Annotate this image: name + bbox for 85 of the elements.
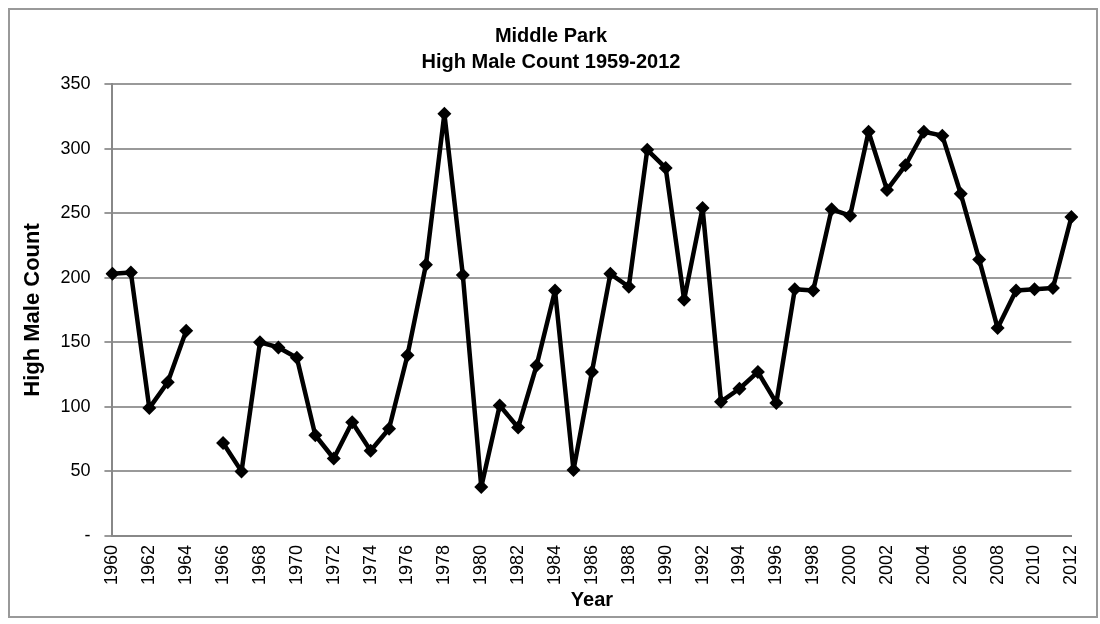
point — [345, 415, 360, 430]
point — [400, 348, 415, 363]
point — [418, 257, 433, 272]
point — [972, 252, 987, 267]
x-tick-label: 1974 — [359, 544, 380, 585]
point — [437, 106, 452, 121]
x-tick-label: 1960 — [101, 544, 122, 585]
x-tick-label: 1982 — [507, 544, 528, 585]
point — [105, 266, 120, 281]
chart-subtitle: High Male Count 1959-2012 — [421, 49, 681, 72]
x-tick-label: 1998 — [802, 544, 823, 585]
x-tick-label: 1986 — [580, 544, 601, 585]
x-tick-label: 2010 — [1023, 544, 1044, 585]
y-tick-label: 50 — [70, 460, 91, 481]
point — [806, 283, 821, 298]
point — [714, 394, 729, 409]
x-tick-label: 1990 — [654, 544, 675, 585]
point — [566, 463, 581, 478]
y-tick-label: 100 — [60, 395, 91, 416]
point — [990, 321, 1005, 336]
point — [898, 158, 913, 173]
x-tick-label: 1966 — [212, 544, 233, 585]
point — [308, 428, 323, 443]
point — [511, 420, 526, 435]
x-tick-label: 1992 — [691, 544, 712, 585]
point — [123, 265, 138, 280]
x-tick-label: 1972 — [322, 544, 343, 585]
x-tick-label: 1996 — [765, 544, 786, 585]
chart-title: Middle Park — [494, 23, 608, 46]
point — [584, 364, 599, 379]
point — [916, 124, 931, 139]
point — [179, 323, 194, 338]
point — [879, 182, 894, 197]
point — [787, 282, 802, 297]
x-tick-label: 1980 — [470, 544, 491, 585]
y-tick-label: 250 — [60, 202, 91, 223]
x-tick-label: 1968 — [248, 544, 269, 585]
point — [658, 160, 673, 175]
point — [1064, 210, 1079, 224]
x-tick-label: 2006 — [949, 544, 970, 585]
point — [252, 335, 267, 350]
point — [621, 279, 636, 294]
point — [695, 200, 710, 215]
point — [640, 142, 655, 157]
point — [935, 128, 950, 143]
x-axis-title: Year — [570, 587, 614, 610]
x-tick-label: 2012 — [1060, 544, 1081, 585]
point — [216, 435, 231, 450]
x-tick-label: 1962 — [138, 544, 159, 585]
point — [492, 398, 507, 413]
point — [326, 451, 341, 466]
point — [142, 401, 157, 416]
point — [953, 186, 968, 201]
x-tick-label: 1976 — [396, 544, 417, 585]
x-tick-label: 1978 — [433, 544, 454, 585]
x-tick-label: 2000 — [839, 544, 860, 585]
y-axis-title: High Male Count — [19, 222, 45, 397]
x-tick-label: 2008 — [986, 544, 1007, 585]
point — [750, 364, 765, 379]
point — [843, 208, 858, 223]
point — [289, 350, 304, 365]
x-tick-label: 1994 — [728, 544, 749, 585]
point — [1009, 283, 1024, 298]
point — [363, 443, 378, 458]
y-tick-label: 200 — [60, 266, 91, 287]
y-tick-label: 350 — [60, 72, 91, 93]
point — [1045, 281, 1060, 296]
point — [160, 375, 175, 390]
y-tick-label: 300 — [60, 137, 91, 158]
point — [732, 381, 747, 396]
point — [824, 202, 839, 217]
point — [529, 358, 544, 373]
x-tick-label: 1984 — [544, 544, 564, 585]
x-tick-label: 1970 — [285, 544, 306, 585]
point — [603, 266, 618, 281]
point — [382, 421, 397, 436]
point — [1027, 282, 1042, 297]
point — [548, 283, 563, 298]
point — [271, 340, 286, 355]
y-tick-label: - — [84, 524, 91, 545]
x-tick-label: 2004 — [912, 544, 933, 585]
y-tick-label: 150 — [60, 331, 91, 352]
x-tick-label: 1964 — [175, 544, 196, 585]
x-tick-label: 2002 — [875, 544, 896, 585]
x-tick-label: 1988 — [617, 544, 638, 585]
